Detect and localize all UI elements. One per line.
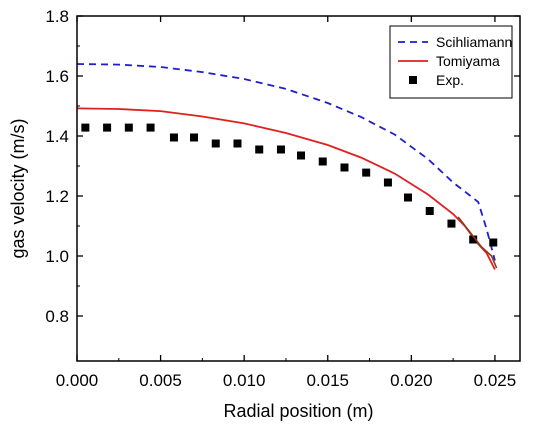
exp-data-point (469, 235, 478, 244)
legend-label-exp-: Exp. (436, 72, 464, 88)
x-tick-label: 0.015 (306, 371, 349, 390)
exp-data-point (190, 133, 199, 142)
series-line-scihliamann (77, 63, 496, 261)
exp-data-point (211, 139, 220, 148)
plot-frame (76, 15, 521, 362)
x-tick-label: 0.020 (390, 371, 433, 390)
legend-swatch-exp- (409, 76, 417, 84)
exp-data-point (447, 219, 456, 228)
exp-data-point (404, 193, 412, 202)
y-tick-label: 1.8 (45, 7, 69, 26)
y-tick-label: 0.8 (45, 307, 69, 326)
exp-data-point (169, 133, 178, 142)
x-tick-label: 0.005 (139, 371, 182, 390)
exp-data-point (103, 123, 112, 132)
exp-data-point (81, 123, 90, 132)
x-axis-title: Radial position (m) (223, 401, 373, 421)
legend: Scihliamann Tomiyama Exp. (389, 25, 513, 99)
legend-box (389, 25, 513, 99)
exp-data-point (297, 151, 306, 160)
exp-data-point (425, 207, 434, 215)
legend-label-tomiyama: Tomiyama (436, 53, 500, 69)
exp-data-point (489, 238, 498, 247)
x-tick-label: 0.010 (223, 371, 266, 390)
overlay-curve (457, 216, 498, 269)
exp-data-point (146, 123, 155, 132)
exp-data-point (362, 168, 371, 177)
exp-data-point (124, 123, 133, 132)
y-tick-label: 1.0 (45, 247, 69, 266)
legend-label-scihliamann: Scihliamann (436, 34, 512, 50)
exp-data-point (340, 163, 349, 172)
y-tick-label: 1.4 (45, 127, 69, 146)
y-tick-label: 1.6 (45, 67, 69, 86)
exp-data-point (318, 157, 327, 166)
exp-data-point (255, 145, 264, 154)
x-tick-label: 0.025 (474, 371, 517, 390)
y-tick-label: 1.2 (45, 187, 69, 206)
series-layer (77, 63, 498, 270)
y-axis-title: gas velocity (m/s) (8, 118, 28, 258)
x-tick-label: 0.000 (56, 371, 99, 390)
exp-data-point (276, 145, 285, 154)
axes-layer (76, 15, 521, 362)
ticks-layer: 0.000 0.005 0.010 0.015 0.020 0.025 0.8 1.0 1.2 1… (45, 7, 520, 390)
exp-data-point (383, 178, 392, 187)
exp-data-point (233, 139, 242, 148)
